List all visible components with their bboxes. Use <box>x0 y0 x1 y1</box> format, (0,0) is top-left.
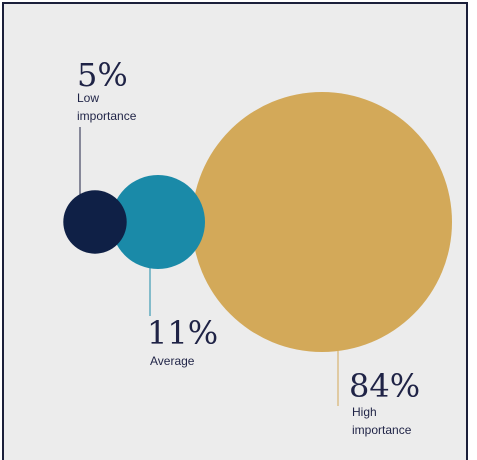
bubble-average <box>111 175 205 269</box>
value-label-low: 5% <box>77 56 128 94</box>
category-label-average: Average <box>150 354 195 368</box>
bubble-high-importance <box>192 92 452 352</box>
category-label-high-line2: importance <box>352 423 412 437</box>
value-label-high: 84% <box>349 367 420 405</box>
category-label-low-line1: Low <box>77 91 99 105</box>
bubble-low-importance <box>63 190 127 254</box>
category-label-high-line1: High <box>352 405 377 419</box>
value-label-average: 11% <box>147 314 218 352</box>
category-label-low-line2: importance <box>77 109 137 123</box>
